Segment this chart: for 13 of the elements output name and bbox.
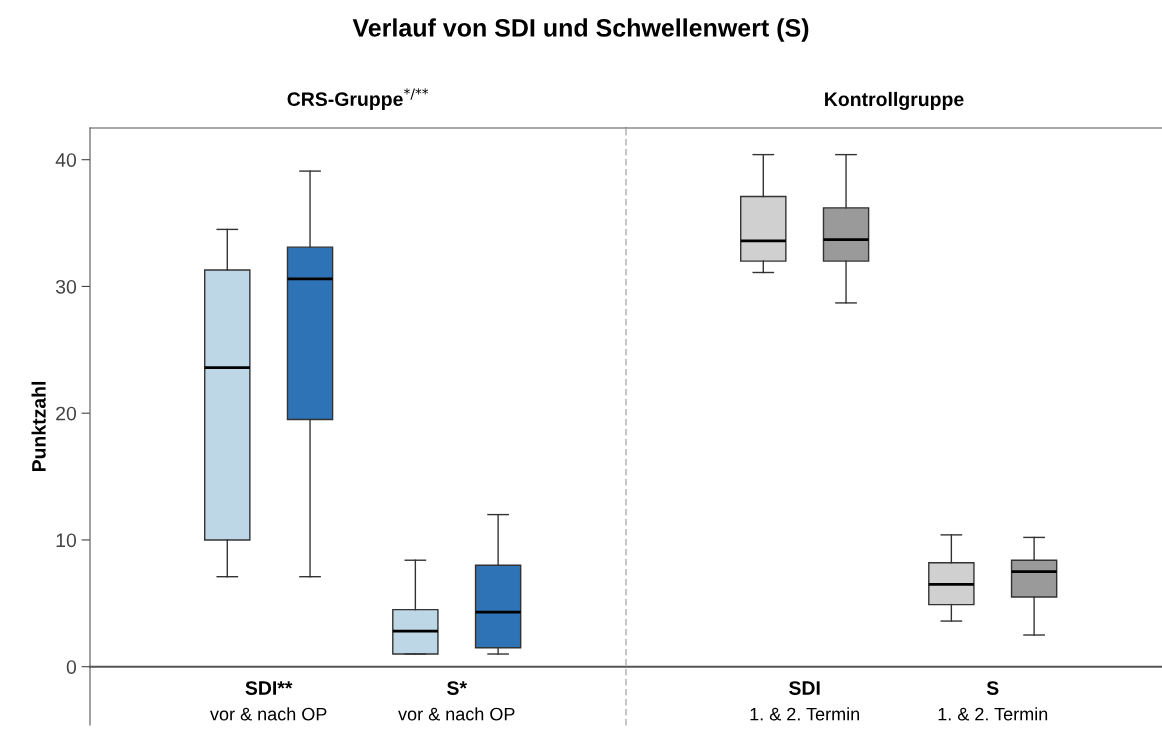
x-tick-label: SDI** vor & nach OP	[210, 681, 327, 721]
y-tick-label: 0	[66, 660, 77, 674]
y-tick-label: 40	[55, 153, 77, 167]
y-axis-title: Punktzahl	[31, 381, 46, 472]
y-tick-label: 10	[56, 533, 77, 548]
y-tick-label: 30	[55, 279, 77, 294]
x-tick-label: SDI 1. & 2. Termin	[750, 681, 860, 721]
x-tick-label: S* vor & nach OP	[398, 681, 515, 721]
chart-subtitle: Kontrollgruppe	[825, 91, 964, 111]
chart-subtitle: CRS-Gruppe$^{*/**}$	[287, 88, 429, 110]
chart-title: Verlauf von SDI und Schwellenwert (S)	[352, 18, 809, 42]
y-tick-label: 20	[56, 406, 77, 421]
x-tick-label: S 1. & 2. Termin	[938, 681, 1048, 721]
